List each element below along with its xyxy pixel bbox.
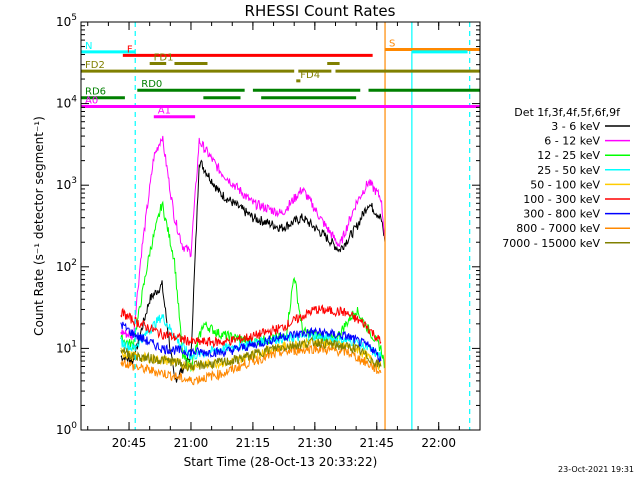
- series-line-0: [120, 159, 386, 383]
- series-line-7: [120, 342, 382, 386]
- date-stamp: 23-Oct-2021 19:31: [558, 465, 634, 474]
- x-tick-label-1: 21:00: [174, 436, 209, 450]
- x-tick-label-0: 20:45: [112, 436, 147, 450]
- series-line-3: [120, 314, 382, 360]
- y-tick-label-2: 102: [56, 258, 77, 274]
- y-tick-label-5: 105: [56, 13, 77, 29]
- legend-entry-3: 25 - 50 keV: [537, 164, 600, 177]
- legend-entry-2: 12 - 25 keV: [537, 149, 600, 162]
- x-tick-label-5: 22:00: [421, 436, 456, 450]
- legend-entry-6: 300 - 800 keV: [523, 208, 600, 221]
- series-line-8: [120, 336, 382, 372]
- flag-label-a0: A0: [85, 96, 98, 107]
- legend-entry-7: 800 - 7000 keV: [516, 222, 600, 235]
- x-tick-label-2: 21:15: [236, 436, 271, 450]
- y-tick-label-0: 100: [56, 421, 77, 437]
- y-tick-label-1: 101: [56, 339, 77, 355]
- legend-title: Det 1f,3f,4f,5f,6f,9f: [514, 106, 621, 119]
- legend-entry-4: 50 - 100 keV: [530, 178, 600, 191]
- x-axis-label: Start Time (28-Oct-13 20:33:22): [184, 455, 378, 469]
- legend-entry-5: 100 - 300 keV: [523, 193, 600, 206]
- legend-entry-1: 6 - 12 keV: [544, 135, 600, 148]
- series-line-6: [120, 321, 382, 363]
- flag-label-a1: A1: [158, 106, 171, 117]
- y-tick-label-4: 104: [56, 95, 77, 111]
- legend-entry-8: 7000 - 15000 keV: [502, 237, 600, 250]
- x-tick-label-3: 21:30: [298, 436, 333, 450]
- flag-label-fd1: FD1: [154, 53, 174, 64]
- flag-label-rd0: RD0: [141, 79, 162, 90]
- flag-label-fd4: FD4: [300, 70, 320, 81]
- legend-entry-0: 3 - 6 keV: [551, 120, 600, 133]
- flag-label-f: F: [127, 44, 133, 55]
- flag-label-fd2: FD2: [85, 60, 105, 71]
- y-tick-label-3: 103: [56, 176, 77, 192]
- series-line-1: [120, 135, 386, 340]
- chart-title: RHESSI Count Rates: [245, 2, 396, 20]
- plot-frame: [80, 21, 481, 431]
- flag-label-s: S: [389, 39, 395, 50]
- flag-label-rd6: RD6: [85, 87, 106, 98]
- flag-label-n: N: [85, 41, 92, 52]
- x-tick-label-4: 21:45: [359, 436, 394, 450]
- series-line-5: [120, 304, 382, 349]
- y-axis-label: Count Rate (s⁻¹ detector segment⁻¹): [32, 116, 46, 336]
